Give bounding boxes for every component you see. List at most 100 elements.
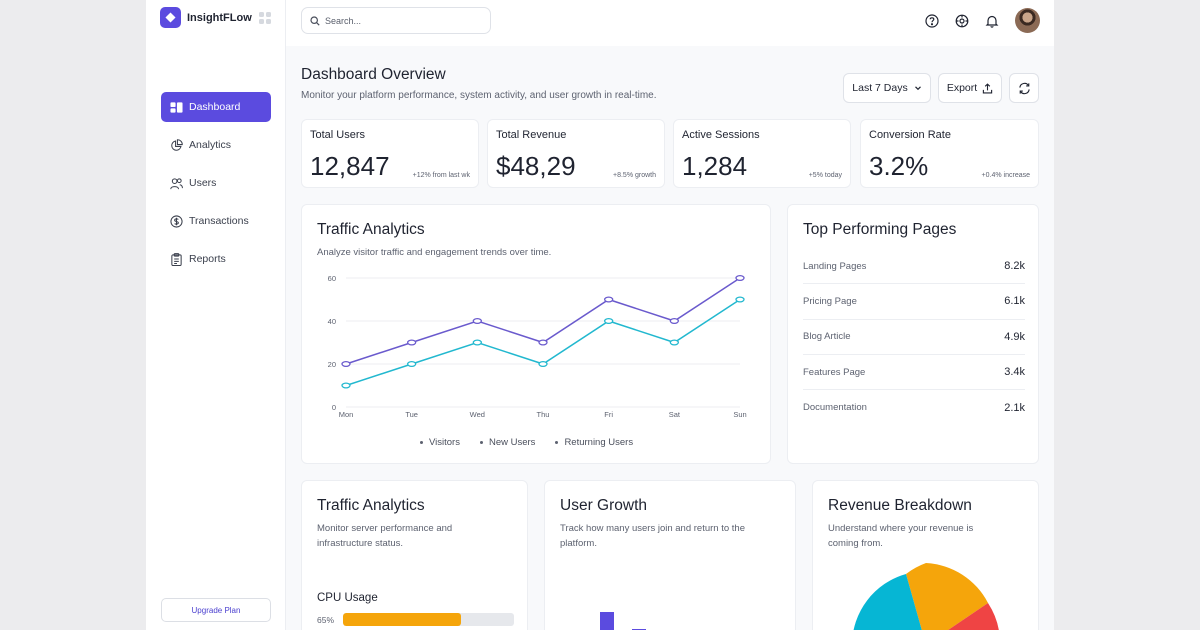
- page-value: 3.4k: [1004, 366, 1025, 379]
- pie-slice[interactable]: [852, 574, 926, 630]
- subtitle-line: infrastructure status.: [317, 538, 404, 549]
- search-box[interactable]: [301, 7, 491, 34]
- page-name: Documentation: [803, 402, 867, 414]
- grid-icon[interactable]: [259, 12, 271, 24]
- stat-label: Conversion Rate: [869, 129, 951, 141]
- sidebar-item-dashboard[interactable]: Dashboard: [161, 92, 271, 122]
- sidebar-item-label: Reports: [189, 253, 226, 265]
- refresh-icon: [1018, 82, 1030, 94]
- upgrade-plan-button[interactable]: Upgrade Plan: [161, 598, 271, 622]
- data-point[interactable]: [669, 317, 679, 325]
- brand[interactable]: InsightFLow: [160, 7, 252, 28]
- export-button[interactable]: Export: [938, 73, 1002, 103]
- data-point[interactable]: [407, 339, 417, 346]
- list-item[interactable]: Documentation 2.1k: [803, 390, 1025, 425]
- legend-label: Visitors: [429, 437, 460, 448]
- x-tick-label: Thu: [537, 410, 550, 419]
- list-item[interactable]: Blog Article 4.9k: [803, 320, 1025, 355]
- user-growth-card: User Growth Track how many users join an…: [544, 480, 796, 630]
- page-value: 2.1k: [1004, 401, 1025, 414]
- pie-slice[interactable]: [906, 563, 926, 630]
- sidebar-item-label: Transactions: [189, 215, 249, 227]
- x-tick-label: Tue: [405, 410, 418, 419]
- top-pages-card: Top Performing Pages Landing Pages 8.2k P…: [787, 204, 1039, 464]
- cpu-usage-value: 65%: [317, 615, 335, 625]
- x-tick-label: Sun: [733, 410, 746, 419]
- traffic-line-chart: 0 20 40 60 Mon Tue Wed Thu Fri Sat Sun: [328, 274, 747, 419]
- page-value: 6.1k: [1004, 295, 1025, 308]
- page-subtitle: Monitor your platform performance, syste…: [301, 90, 657, 101]
- app-window: InsightFLow Dashboard Analytics: [146, 0, 1054, 630]
- search-icon: [310, 15, 320, 26]
- list-item[interactable]: Features Page 3.4k: [803, 355, 1025, 391]
- list-item[interactable]: Pricing Page 6.1k: [803, 284, 1025, 320]
- data-point[interactable]: [407, 360, 417, 368]
- sidebar-item-label: Analytics: [189, 139, 232, 151]
- data-point[interactable]: [669, 339, 679, 346]
- stat-value: $48,29: [496, 151, 576, 181]
- bell-icon[interactable]: [985, 14, 999, 28]
- list-item[interactable]: Landing Pages 8.2k: [803, 249, 1025, 285]
- dashboard-icon: [170, 101, 183, 113]
- data-point[interactable]: [472, 339, 482, 346]
- help-icon[interactable]: [925, 13, 939, 28]
- page-name: Landing Pages: [803, 260, 867, 272]
- settings-icon[interactable]: [955, 14, 969, 28]
- data-point[interactable]: [604, 317, 614, 325]
- data-point[interactable]: [735, 296, 745, 303]
- subtitle-line: Understand where your revenue is: [828, 523, 974, 534]
- data-point[interactable]: [604, 296, 614, 303]
- server-status-card: Traffic Analytics Monitor server perform…: [301, 480, 528, 630]
- avatar[interactable]: [1015, 8, 1040, 33]
- subtitle-line: Track how many users join and return to …: [560, 523, 745, 534]
- data-point[interactable]: [341, 382, 351, 389]
- sidebar-item-analytics[interactable]: Analytics: [161, 130, 271, 160]
- legend-item-new-users[interactable]: New Users: [479, 437, 535, 448]
- card-title: Traffic Analytics: [317, 497, 425, 514]
- stat-card-total-revenue: Total Revenue $48,29 +8.5% growth: [487, 119, 665, 188]
- page-value: 4.9k: [1004, 330, 1025, 343]
- brand-name: InsightFLow: [187, 11, 252, 24]
- x-tick-label: Sat: [669, 410, 681, 419]
- page-name: Pricing Page: [803, 295, 857, 307]
- pie-slice[interactable]: [926, 603, 1000, 630]
- dollar-circle-icon: [170, 214, 183, 228]
- x-tick-label: Mon: [339, 410, 354, 419]
- data-point[interactable]: [341, 360, 351, 368]
- legend-item-returning-users[interactable]: Returning Users: [555, 437, 633, 448]
- data-point[interactable]: [472, 317, 482, 325]
- data-point[interactable]: [538, 360, 548, 368]
- date-range-label: Last 7 Days: [852, 82, 908, 94]
- date-range-select[interactable]: Last 7 Days: [843, 73, 931, 103]
- sidebar-item-reports[interactable]: Reports: [161, 244, 271, 274]
- card-subtitle: Analyze visitor traffic and engagement t…: [317, 247, 552, 258]
- pie-chart-icon: [171, 138, 183, 151]
- subtitle-line: coming from.: [828, 538, 883, 549]
- page-name: Features Page: [803, 366, 866, 378]
- sidebar-item-transactions[interactable]: Transactions: [161, 206, 271, 236]
- stat-delta: +5% today: [808, 172, 842, 179]
- chart-legend: Visitors New Users Returning Users: [420, 437, 653, 448]
- search-input[interactable]: [325, 15, 475, 26]
- card-subtitle: Understand where your revenue is coming …: [828, 521, 973, 551]
- data-point[interactable]: [735, 274, 745, 282]
- top-pages-list: Landing Pages 8.2k Pricing Page 6.1k Blog …: [803, 249, 1025, 425]
- revenue-pie-chart: [852, 563, 1000, 630]
- logo-icon: [160, 7, 181, 28]
- y-tick-label: 60: [328, 274, 336, 283]
- cpu-usage-label: CPU Usage: [317, 592, 378, 604]
- pie-slice[interactable]: [926, 563, 988, 630]
- stat-card-active-sessions: Active Sessions 1,284 +5% today: [673, 119, 851, 188]
- page-value: 8.2k: [1004, 260, 1025, 273]
- refresh-button[interactable]: [1009, 73, 1039, 103]
- y-tick-label: 20: [328, 360, 336, 369]
- stat-card-total-users: Total Users 12,847 +12% from last wk: [301, 119, 479, 188]
- data-point[interactable]: [538, 339, 548, 346]
- sidebar-item-label: Dashboard: [189, 101, 241, 113]
- card-subtitle: Monitor server performance and infrastru…: [317, 521, 452, 551]
- legend-item-visitors[interactable]: Visitors: [420, 437, 460, 448]
- card-title: User Growth: [560, 497, 647, 514]
- chevron-down-icon: [914, 86, 921, 91]
- stat-value: 3.2%: [869, 151, 929, 181]
- sidebar-item-users[interactable]: Users: [161, 168, 271, 198]
